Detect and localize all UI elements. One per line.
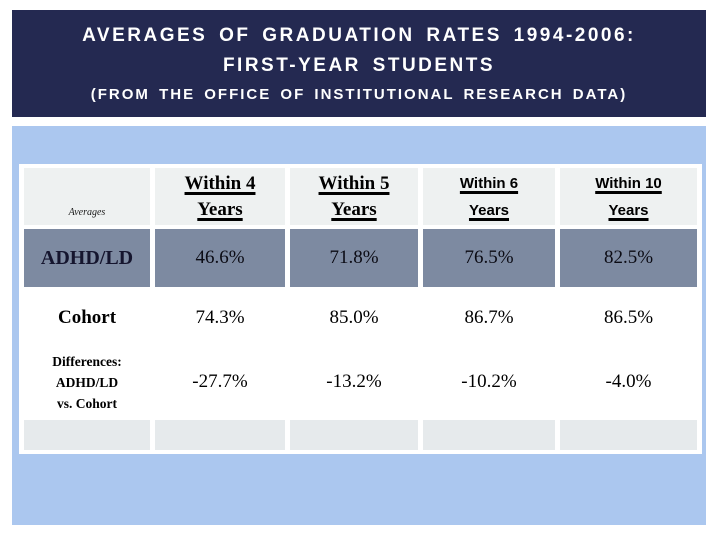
- cohort-within-5-value: 85.0%: [290, 291, 418, 344]
- cohort-within-6-value: 86.7%: [423, 291, 555, 344]
- cohort-within-10-value: 86.5%: [560, 291, 697, 344]
- table-row-cohort: Cohort 74.3% 85.0% 86.7% 86.5%: [24, 291, 697, 344]
- table-header-row: Averages Within 4 Years Within 5 Years W…: [24, 168, 697, 225]
- footer-empty-cell: [155, 420, 285, 450]
- graduation-rates-table: Averages Within 4 Years Within 5 Years W…: [19, 164, 702, 454]
- footer-empty-cell: [560, 420, 697, 450]
- column-header-within-4-years: Within 4 Years: [155, 168, 285, 225]
- row-label-adhd-ld: ADHD/LD: [24, 229, 150, 287]
- slide-subtitle: (FROM THE OFFICE OF INSTITUTIONAL RESEAR…: [90, 85, 628, 103]
- footer-empty-cell: [290, 420, 418, 450]
- row-label-differences: Differences: ADHD/LD vs. Cohort: [24, 348, 150, 416]
- column-header-within-6-years: Within 6 Years: [423, 168, 555, 225]
- differences-within-4-value: -27.7%: [155, 348, 285, 416]
- table-footer-empty-row: [24, 420, 697, 450]
- column-header-within-10-years: Within 10 Years: [560, 168, 697, 225]
- differences-within-6-value: -10.2%: [423, 348, 555, 416]
- differences-within-10-value: -4.0%: [560, 348, 697, 416]
- slide-title-line1: AVERAGES OF GRADUATION RATES 1994-2006:: [82, 24, 636, 46]
- cohort-within-4-value: 74.3%: [155, 291, 285, 344]
- adhd-ld-within-10-value: 82.5%: [560, 229, 697, 287]
- differences-within-5-value: -13.2%: [290, 348, 418, 416]
- slide-title-box: AVERAGES OF GRADUATION RATES 1994-2006: …: [12, 10, 706, 117]
- graduation-table-frame: Averages Within 4 Years Within 5 Years W…: [19, 164, 702, 454]
- adhd-ld-within-4-value: 46.6%: [155, 229, 285, 287]
- averages-corner-label: Averages: [68, 207, 106, 218]
- table-row-differences: Differences: ADHD/LD vs. Cohort -27.7% -…: [24, 348, 697, 416]
- footer-empty-cell: [24, 420, 150, 450]
- table-corner-cell: Averages: [24, 168, 150, 225]
- footer-empty-cell: [423, 420, 555, 450]
- content-panel: Averages Within 4 Years Within 5 Years W…: [12, 126, 706, 525]
- adhd-ld-within-5-value: 71.8%: [290, 229, 418, 287]
- slide-title-line2: FIRST-YEAR STUDENTS: [222, 54, 496, 76]
- adhd-ld-within-6-value: 76.5%: [423, 229, 555, 287]
- row-label-cohort: Cohort: [24, 291, 150, 344]
- column-header-within-5-years: Within 5 Years: [290, 168, 418, 225]
- table-row-adhd-ld: ADHD/LD 46.6% 71.8% 76.5% 82.5%: [24, 229, 697, 287]
